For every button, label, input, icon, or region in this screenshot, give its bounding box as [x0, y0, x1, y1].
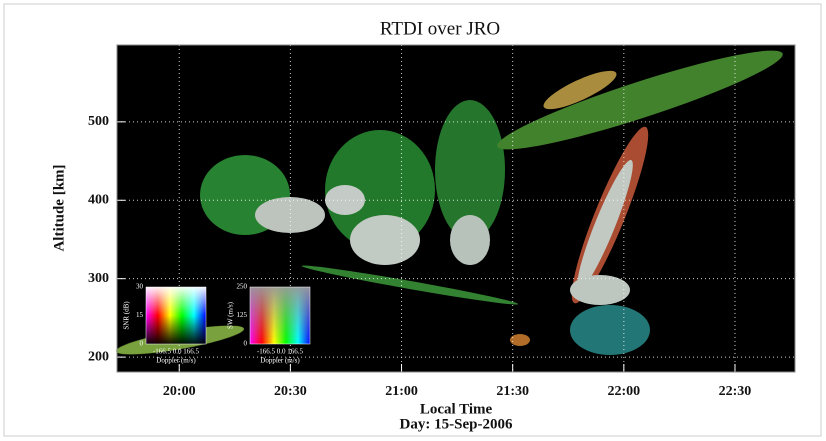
color-key-shade: [145, 286, 207, 345]
chart-title: RTDI over JRO: [380, 18, 500, 39]
key-y-tick: 125: [237, 311, 248, 319]
key-y-label: SNR (dB): [123, 301, 131, 330]
x-tick-label: 22:00: [607, 384, 640, 399]
key-y-tick: 250: [237, 283, 248, 291]
y-tick-label: 500: [88, 114, 109, 129]
key-x-ticks: -166.5 0.0 166.5: [153, 348, 200, 356]
key-x-label: Doppler (m/s): [156, 357, 196, 365]
y-tick-label: 200: [88, 349, 109, 364]
key-x-ticks: -166.5 0.0 166.5: [257, 348, 304, 356]
subtitle: Day: 15-Sep-2006: [400, 416, 513, 432]
x-tick-label: 22:30: [719, 384, 752, 399]
x-tick-label: 21:30: [496, 384, 529, 399]
plot-border: [116, 44, 796, 373]
color-key-shade: [249, 286, 311, 345]
x-tick-label: 21:00: [385, 384, 418, 399]
echo-region: [115, 50, 783, 355]
y-tick-label: 300: [88, 271, 109, 286]
key-y-tick: 15: [136, 311, 144, 319]
y-tick-label: 400: [88, 192, 109, 207]
frame: [3, 3, 822, 437]
key-y-label: SW (m/s): [227, 301, 235, 329]
key-y-tick: 30: [136, 283, 144, 291]
key-y-tick: 0: [140, 340, 144, 348]
x-tick-label: 20:30: [274, 384, 307, 399]
key-y-tick: 0: [244, 340, 248, 348]
key-x-label: Doppler (m/s): [260, 357, 300, 365]
y-axis-title: Altitude [km]: [51, 164, 67, 251]
x-axis-title: Local Time: [420, 401, 493, 417]
x-tick-label: 20:00: [163, 384, 196, 399]
